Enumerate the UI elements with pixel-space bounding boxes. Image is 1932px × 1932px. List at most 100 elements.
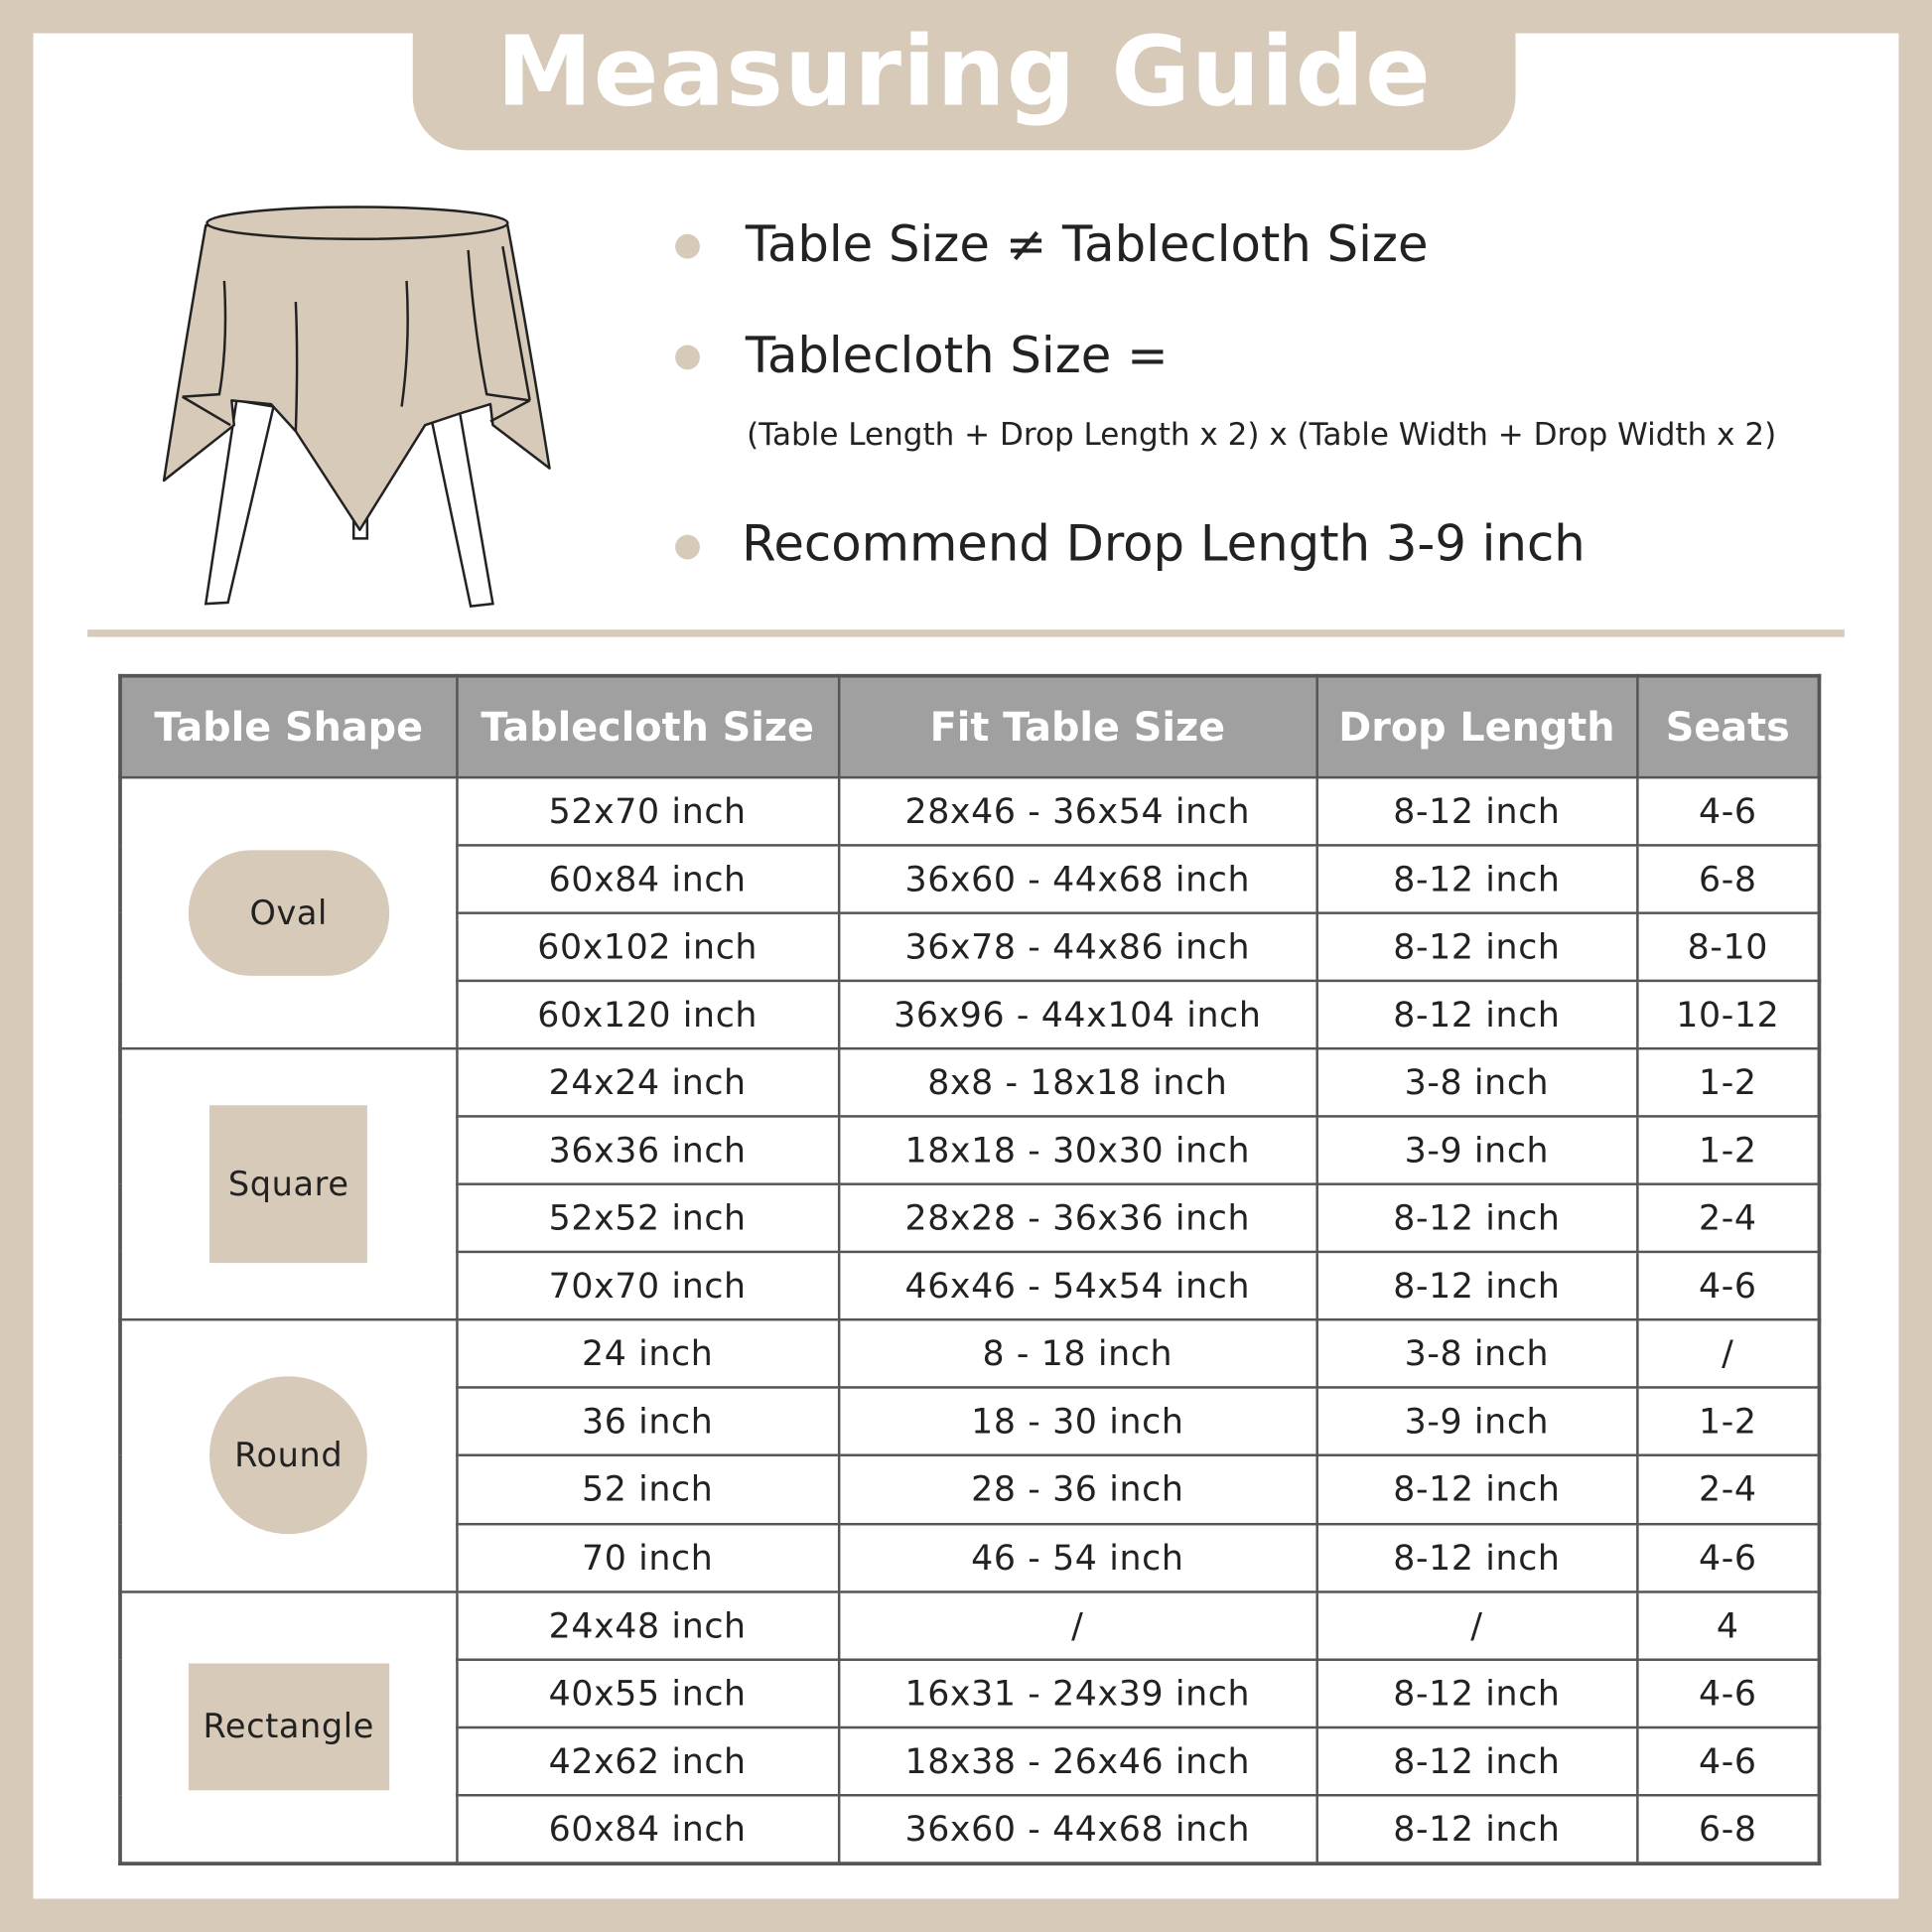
table-cell: 40x55 inch: [455, 1657, 840, 1728]
table-row: 52 inch 28 - 36 inch 8-12 inch 2-4: [120, 1454, 1821, 1525]
column-header: Tablecloth Size: [455, 674, 840, 779]
table-cell: 46 - 54 inch: [837, 1522, 1318, 1593]
table-row: 60x120 inch 36x96 - 44x104 inch 8-12 inch 1…: [120, 979, 1821, 1050]
table-cell: 42x62 inch: [455, 1725, 840, 1797]
tablecloth: [162, 223, 551, 531]
table-row: 36x36 inch 18x18 - 30x30 inch 3-9 inch 1-2: [120, 1115, 1821, 1186]
divider: [87, 629, 1845, 637]
column-header: Seats: [1635, 674, 1821, 779]
table-cell: 3-8 inch: [1314, 1047, 1639, 1118]
table-row: 60x84 inch 36x60 - 44x68 inch 8-12 inch 6-8: [120, 844, 1821, 914]
table-cell: 36x36 inch: [455, 1115, 840, 1186]
bullet-dot: [675, 345, 700, 370]
shape-cell: Round: [118, 1318, 459, 1593]
table-cell: 8-12 inch: [1314, 979, 1639, 1050]
shape-badge-rect: Rectangle: [188, 1663, 389, 1791]
table-cell: 3-9 inch: [1314, 1386, 1639, 1457]
table-cell: 3-9 inch: [1314, 1115, 1639, 1186]
table-cell: 4-6: [1635, 775, 1821, 847]
table-cell: 4-6: [1635, 1725, 1821, 1797]
page-title: Measuring Guide: [496, 17, 1433, 129]
table-row: 42x62 inch 18x38 - 26x46 inch 8-12 inch 4-6: [120, 1725, 1821, 1797]
bullet-dot: [675, 534, 700, 560]
table-cell: 8-12 inch: [1314, 911, 1639, 983]
table-cell: 8-12 inch: [1314, 844, 1639, 914]
title-banner: Measuring Guide: [412, 0, 1516, 151]
table-cell: 8-10: [1635, 911, 1821, 983]
table-cell: 4-6: [1635, 1522, 1821, 1593]
table-cell: 60x84 inch: [455, 844, 840, 914]
table-row: Square 24x24 inch 8x8 - 18x18 inch 3-8 inch…: [118, 1047, 1821, 1321]
table-cell: 52 inch: [455, 1454, 840, 1525]
shape-cell: Square: [118, 1047, 459, 1321]
table-row: 40x55 inch 16x31 - 24x39 inch 8-12 inch 4-6: [120, 1657, 1821, 1728]
table-cell: 8-12 inch: [1314, 1725, 1639, 1797]
table-cell: 1-2: [1635, 1115, 1821, 1186]
table-cell: /: [1635, 1318, 1821, 1390]
table-cell: 24 inch: [455, 1318, 840, 1390]
shape-badge-round: Round: [209, 1376, 368, 1535]
size-table: Table Shape Tablecloth Size Fit Table Size…: [118, 673, 1822, 1865]
table-cell: 2-4: [1635, 1182, 1821, 1254]
bullet-text: Table Size ≠ Tablecloth Size: [745, 216, 1429, 274]
table-leg-left: [204, 398, 276, 606]
table-row: 70x70 inch 46x46 - 54x54 inch 8-12 inch 4-6: [120, 1251, 1821, 1321]
table-cell: 36 inch: [455, 1386, 840, 1457]
table-leg-right: [427, 402, 494, 608]
table-cell: 4-6: [1635, 1657, 1821, 1728]
table-cell: 1-2: [1635, 1386, 1821, 1457]
table-cell: 8-12 inch: [1314, 1657, 1639, 1728]
table-cell: 8-12 inch: [1314, 775, 1639, 847]
table-cell: 8-12 inch: [1314, 1454, 1639, 1525]
table-row: 70 inch 46 - 54 inch 8-12 inch 4-6: [120, 1522, 1821, 1593]
table-row: Oval 52x70 inch 28x46 - 36x54 inch 8-12 inc…: [118, 775, 1821, 1050]
table-cell: 16x31 - 24x39 inch: [837, 1657, 1318, 1728]
table-row: Round 24 inch 8 - 18 inch 3-8 inch /: [118, 1318, 1821, 1593]
table-cell: 70x70 inch: [455, 1251, 840, 1321]
table-cell: 4-6: [1635, 1251, 1821, 1321]
table-cell: 8-12 inch: [1314, 1182, 1639, 1254]
table-cell: 10-12: [1635, 979, 1821, 1050]
table-cell: 60x84 inch: [455, 1793, 840, 1865]
table-cell: 36x96 - 44x104 inch: [837, 979, 1318, 1050]
table-cell: 60x120 inch: [455, 979, 840, 1050]
table-cell: 28x46 - 36x54 inch: [837, 775, 1318, 847]
table-row: 36 inch 18 - 30 inch 3-9 inch 1-2: [120, 1386, 1821, 1457]
table-cell: 28x28 - 36x36 inch: [837, 1182, 1318, 1254]
table-cell: 18x18 - 30x30 inch: [837, 1115, 1318, 1186]
table-cell: /: [1314, 1589, 1639, 1661]
table-cell: 6-8: [1635, 844, 1821, 914]
table-cell: 36x60 - 44x68 inch: [837, 844, 1318, 914]
table-row: 60x102 inch 36x78 - 44x86 inch 8-12 inch 8-…: [120, 911, 1821, 983]
shape-cell: Rectangle: [118, 1589, 459, 1865]
table-cell: 6-8: [1635, 1793, 1821, 1865]
table-cell: 36x60 - 44x68 inch: [837, 1793, 1318, 1865]
column-header: Fit Table Size: [837, 674, 1318, 779]
table-row: 60x84 inch 36x60 - 44x68 inch 8-12 inch 6-8: [120, 1793, 1821, 1865]
table-cell: 18 - 30 inch: [837, 1386, 1318, 1457]
table-cell: 2-4: [1635, 1454, 1821, 1525]
table-cell: 28 - 36 inch: [837, 1454, 1318, 1525]
bullet-dot: [675, 233, 700, 259]
table-cell: 36x78 - 44x86 inch: [837, 911, 1318, 983]
table-header-row: Table Shape Tablecloth Size Fit Table Size…: [118, 674, 1821, 779]
table-cell: 3-8 inch: [1314, 1318, 1639, 1390]
column-header: Table Shape: [118, 674, 459, 779]
table-cell: 46x46 - 54x54 inch: [837, 1251, 1318, 1321]
table-row: Rectangle 24x48 inch //4: [118, 1589, 1821, 1865]
table-cell: 24x48 inch: [455, 1589, 840, 1661]
table-cell: 8-12 inch: [1314, 1522, 1639, 1593]
column-header: Drop Length: [1314, 674, 1639, 779]
shape-badge-square: Square: [209, 1105, 368, 1264]
shape-cell: Oval: [118, 775, 459, 1050]
table-cell: 8-12 inch: [1314, 1793, 1639, 1865]
table-cell: 8x8 - 18x18 inch: [837, 1047, 1318, 1118]
formula-text: (Table Length + Drop Length x 2) x (Tabl…: [747, 416, 1777, 453]
tablecloth-on-round-table-icon: [162, 206, 551, 608]
bullet-text: Recommend Drop Length 3-9 inch: [742, 516, 1586, 574]
table-top: [206, 206, 509, 241]
shape-badge-oval: Oval: [188, 850, 389, 977]
table-cell: 4: [1635, 1589, 1821, 1661]
table-cell: 8 - 18 inch: [837, 1318, 1318, 1390]
